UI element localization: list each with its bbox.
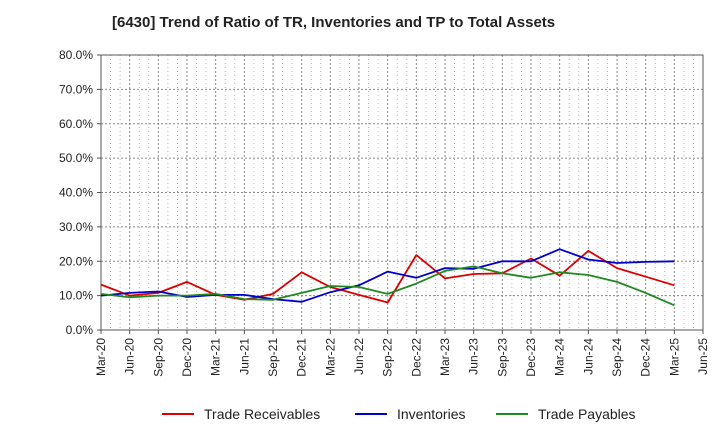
x-tick-label: Mar-25 bbox=[667, 338, 681, 376]
y-tick-label: 0.0% bbox=[66, 323, 94, 337]
x-tick-label: Jun-24 bbox=[581, 338, 595, 375]
y-tick-label: 60.0% bbox=[59, 117, 93, 131]
y-tick-label: 70.0% bbox=[59, 82, 93, 96]
legend: Trade Receivables Inventories Trade Payabl… bbox=[162, 406, 636, 422]
series-line-inventories bbox=[100, 248, 675, 303]
x-tick-label: Dec-23 bbox=[524, 338, 538, 377]
x-tick-label: Jun-23 bbox=[467, 338, 481, 375]
series-layer bbox=[100, 248, 675, 307]
y-tick-label: 10.0% bbox=[59, 289, 93, 303]
x-tick-label: Mar-23 bbox=[438, 338, 452, 376]
y-tick-label: 50.0% bbox=[59, 151, 93, 165]
chart-title: [6430] Trend of Ratio of TR, Inventories… bbox=[112, 14, 556, 31]
series-line-trade-receivables bbox=[100, 249, 675, 304]
series-line-trade-payables bbox=[100, 265, 675, 307]
x-tick-label: Dec-20 bbox=[180, 338, 194, 377]
x-tick-label: Sep-20 bbox=[151, 338, 165, 377]
x-tick-label: Jun-22 bbox=[352, 338, 366, 375]
x-tick-label: Mar-21 bbox=[209, 338, 223, 376]
x-tick-label: Jun-25 bbox=[696, 338, 710, 375]
x-tick-label: Dec-22 bbox=[409, 338, 423, 377]
x-tick-label: Jun-20 bbox=[123, 338, 137, 375]
x-tick-label: Mar-20 bbox=[94, 338, 108, 376]
x-tick-label: Sep-21 bbox=[266, 338, 280, 377]
x-tick-label: Dec-21 bbox=[295, 338, 309, 377]
x-tick-label: Jun-21 bbox=[237, 338, 251, 375]
x-tick-label: Sep-22 bbox=[381, 338, 395, 377]
x-tick-label: Sep-24 bbox=[610, 338, 624, 377]
x-tick-label: Mar-22 bbox=[323, 338, 337, 376]
x-tick-label: Sep-23 bbox=[495, 338, 509, 377]
x-axis-ticks: Mar-20 Jun-20 Sep-20 Dec-20 Mar-21 Jun-21 Sep-… bbox=[94, 330, 710, 377]
y-tick-label: 80.0% bbox=[59, 48, 93, 62]
x-tick-label: Dec-24 bbox=[639, 338, 653, 377]
legend-label-trade-receivables: Trade Receivables bbox=[204, 406, 320, 422]
x-tick-label: Mar-24 bbox=[553, 338, 567, 376]
y-tick-label: 40.0% bbox=[59, 186, 93, 200]
y-tick-label: 20.0% bbox=[59, 254, 93, 268]
y-axis-ticks: 0.0% 10.0% 20.0% 30.0% 40.0% 50.0% 60.0% 70.0% 8… bbox=[59, 48, 101, 337]
legend-label-trade-payables: Trade Payables bbox=[538, 406, 636, 422]
y-tick-label: 30.0% bbox=[59, 220, 93, 234]
legend-label-inventories: Inventories bbox=[397, 406, 465, 422]
